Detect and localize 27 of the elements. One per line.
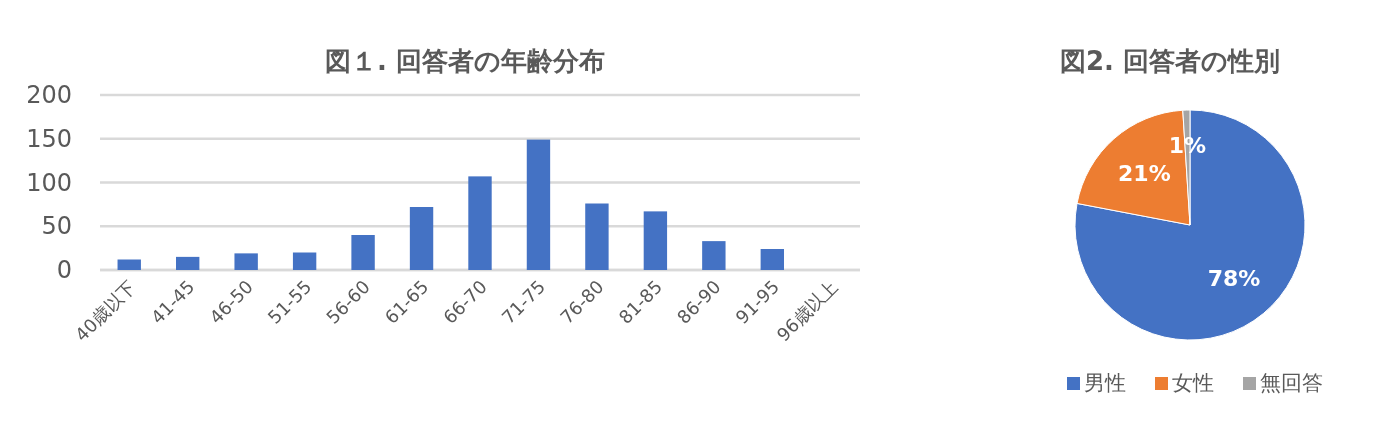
data-label: 21% (1118, 161, 1171, 187)
bar (760, 249, 784, 270)
y-tick-label: 50 (41, 212, 72, 241)
legend-label: 女性 (1172, 371, 1214, 395)
bar (702, 241, 726, 270)
y-tick-label: 100 (26, 168, 72, 197)
chart-title: 図１. 回答者の年齢分布 (325, 46, 605, 76)
bar (468, 176, 492, 270)
pie-slice (1074, 109, 1306, 341)
bar (176, 256, 200, 270)
bar (351, 235, 375, 270)
y-tick-label: 150 (26, 124, 72, 153)
legend-label: 無回答 (1260, 371, 1323, 395)
y-tick-label: 0 (56, 256, 72, 284)
bar (234, 253, 258, 270)
bar (643, 211, 668, 270)
bar (292, 252, 317, 270)
data-label: 1% (1168, 132, 1207, 158)
bar (526, 139, 551, 270)
chart-title: 図2. 回答者の性別 (1059, 46, 1281, 76)
legend-label: 男性 (1084, 371, 1126, 395)
bar (409, 207, 434, 270)
y-tick-label: 200 (26, 81, 72, 109)
bar (585, 203, 609, 270)
x-tick-label: 40歳以下 (70, 275, 141, 346)
bar (117, 259, 141, 270)
data-label: 78% (1207, 266, 1261, 292)
